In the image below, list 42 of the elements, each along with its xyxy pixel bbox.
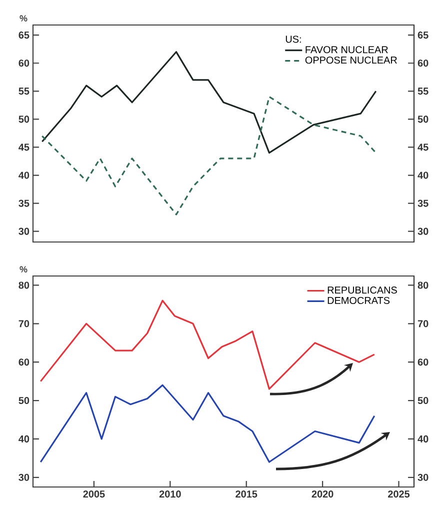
- y2-tick-label: 65: [418, 32, 428, 39]
- y2-tick-label: 60: [418, 358, 428, 366]
- line-series: [40, 384, 376, 463]
- y-tick-label: 30: [18, 474, 30, 481]
- x-tick-label: 2010: [159, 490, 181, 498]
- y-tick-label: 30: [18, 228, 30, 235]
- y-tick-label: 50: [18, 116, 30, 123]
- y-tick-label: 60: [18, 60, 30, 67]
- y2-tick-label: 50: [418, 397, 428, 404]
- y2-tick-label: 60: [418, 60, 428, 67]
- x-tick-label: 2020: [312, 490, 334, 498]
- x-tick-label: 2015: [236, 490, 258, 498]
- y2-tick-label: 70: [418, 320, 428, 328]
- y-tick-label: 80: [18, 282, 30, 289]
- y2-tick-label: 40: [418, 172, 428, 179]
- y2-tick-label: 80: [418, 282, 428, 289]
- y2-tick-label: 45: [418, 144, 428, 151]
- x-tick-label: 2005: [83, 490, 105, 498]
- legend-label: REPUBLICANS: [328, 286, 397, 294]
- y-axis-title: %: [20, 266, 28, 272]
- y2-tick-label: 55: [418, 88, 428, 95]
- y-tick-label: 35: [18, 200, 30, 207]
- x-tick-label: 2025: [388, 490, 410, 498]
- y2-tick-label: 35: [418, 200, 428, 207]
- y-tick-label: 65: [18, 32, 30, 39]
- legend-label: DEMOCRATS: [328, 296, 390, 304]
- y-axis-title: %: [20, 15, 28, 22]
- legend-label: OPPOSE NUCLEAR: [305, 56, 397, 64]
- y-tick-label: 45: [18, 144, 30, 151]
- y2-tick-label: 40: [418, 435, 428, 442]
- line-series: [41, 96, 377, 216]
- y-tick-label: 50: [18, 397, 30, 404]
- legend-title: US:: [286, 36, 301, 43]
- y2-tick-label: 50: [418, 116, 428, 123]
- y-tick-label: 40: [18, 172, 30, 179]
- y-tick-label: 70: [18, 320, 30, 328]
- y-tick-label: 55: [18, 88, 30, 95]
- y2-tick-label: 30: [418, 228, 428, 235]
- y-tick-label: 60: [18, 358, 30, 366]
- y2-tick-label: 30: [418, 474, 428, 481]
- legend-label: FAVOR NUCLEAR: [306, 46, 388, 54]
- y-tick-label: 40: [18, 435, 30, 442]
